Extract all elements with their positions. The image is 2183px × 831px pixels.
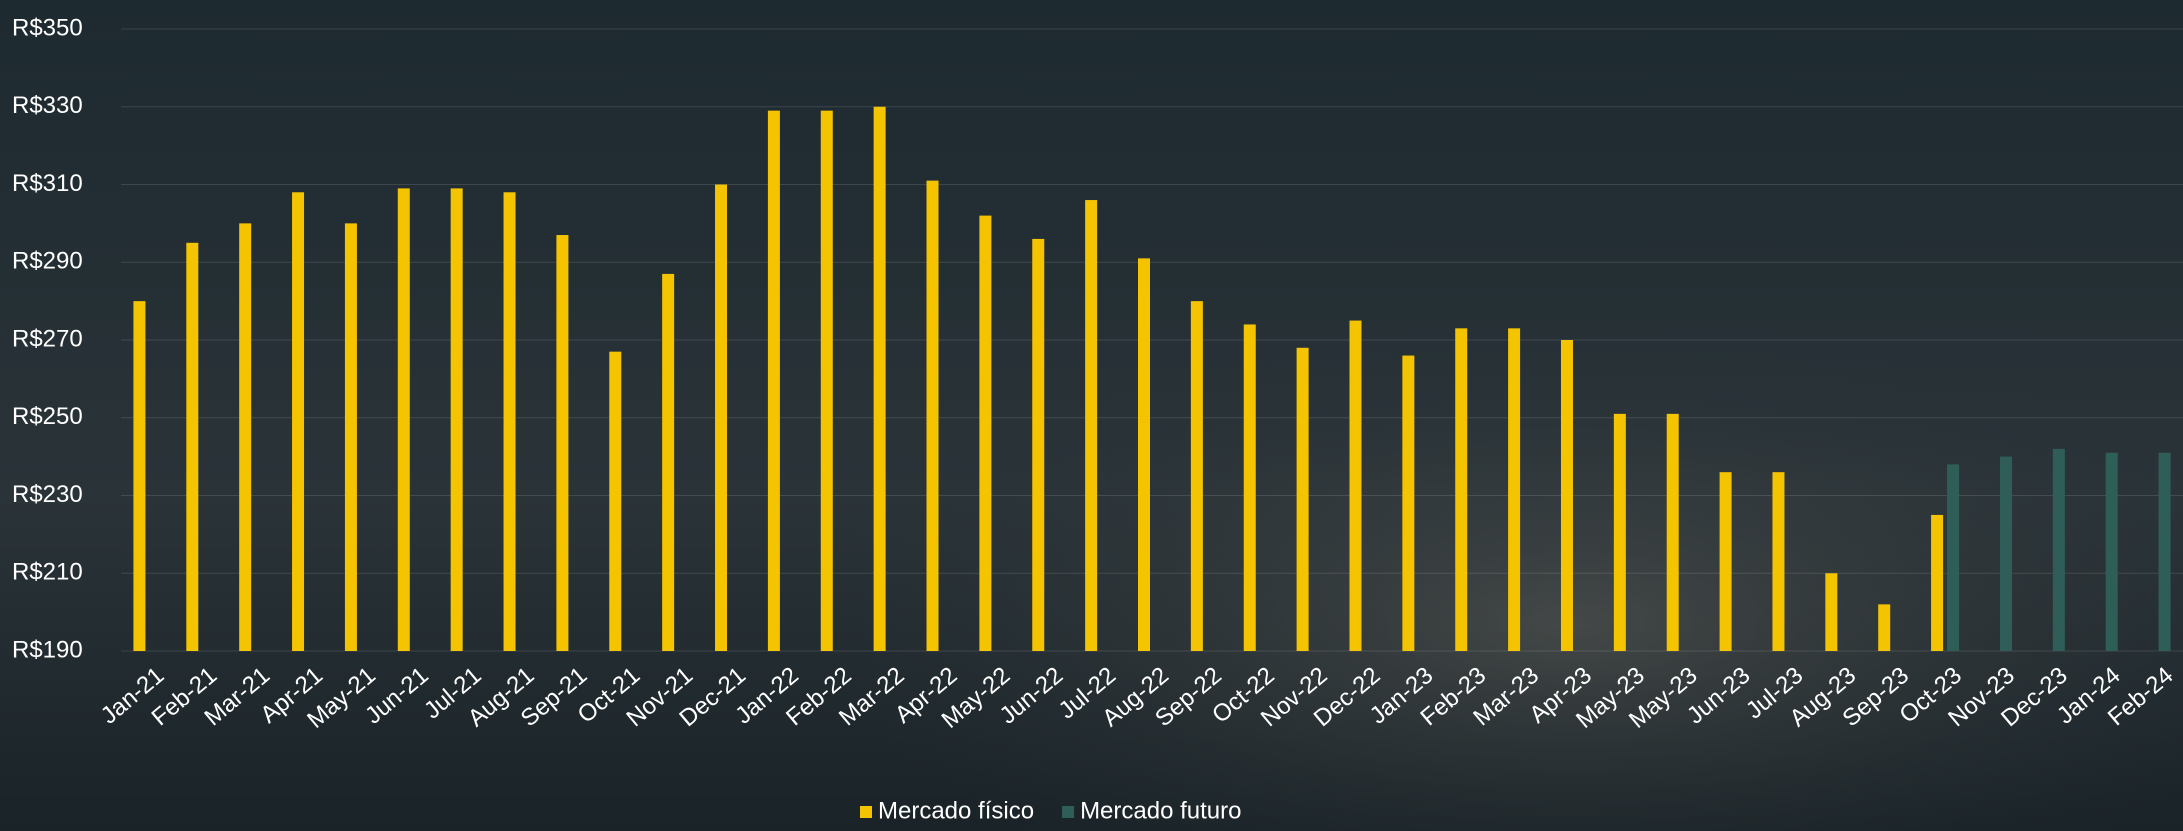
bar <box>1349 320 1362 651</box>
bar <box>1772 472 1785 651</box>
bar <box>1931 514 1944 651</box>
bar <box>1560 340 1573 651</box>
y-tick-label: R$230 <box>12 481 83 508</box>
y-tick-label: R$250 <box>12 403 83 430</box>
bar <box>979 215 992 651</box>
bar <box>1243 324 1256 651</box>
bar <box>767 110 780 651</box>
y-tick-label: R$210 <box>12 559 83 586</box>
bar <box>1878 604 1891 651</box>
bar <box>1138 258 1150 651</box>
bar <box>1296 347 1309 651</box>
y-tick-label: R$350 <box>12 14 83 41</box>
bar <box>2158 452 2171 651</box>
bar <box>503 192 516 651</box>
bar <box>662 273 675 651</box>
bar <box>1508 328 1521 651</box>
y-tick-label: R$290 <box>12 248 83 275</box>
y-tick-label: R$330 <box>12 92 83 119</box>
bar <box>715 184 728 651</box>
bar <box>2105 452 2118 651</box>
bar <box>1666 413 1679 651</box>
bar <box>1190 301 1203 651</box>
bar <box>873 106 886 651</box>
bar <box>2052 448 2065 651</box>
bar <box>397 188 410 651</box>
bar <box>1085 200 1098 652</box>
bar <box>1402 355 1415 651</box>
bar <box>556 235 569 651</box>
y-tick-label: R$190 <box>12 636 83 663</box>
bar <box>820 110 833 651</box>
bar <box>239 223 252 651</box>
bar <box>926 180 939 652</box>
legend-label: Mercado futuro <box>1080 797 1241 824</box>
legend-swatch <box>1062 806 1075 818</box>
legend-swatch <box>860 806 872 818</box>
bar <box>1825 573 1838 651</box>
y-tick-label: R$310 <box>12 170 83 197</box>
bar <box>344 223 357 651</box>
bar <box>1947 464 1960 651</box>
bar <box>133 301 146 651</box>
bar <box>1032 238 1045 652</box>
bar <box>1719 472 1732 651</box>
legend-label: Mercado físico <box>878 797 1034 824</box>
bar <box>292 192 305 651</box>
y-tick-label: R$270 <box>12 325 83 352</box>
bar <box>1999 456 2012 651</box>
bar <box>450 188 463 651</box>
bar <box>1613 413 1626 651</box>
bar <box>1455 328 1468 651</box>
bar <box>609 351 622 651</box>
bar <box>186 242 199 651</box>
